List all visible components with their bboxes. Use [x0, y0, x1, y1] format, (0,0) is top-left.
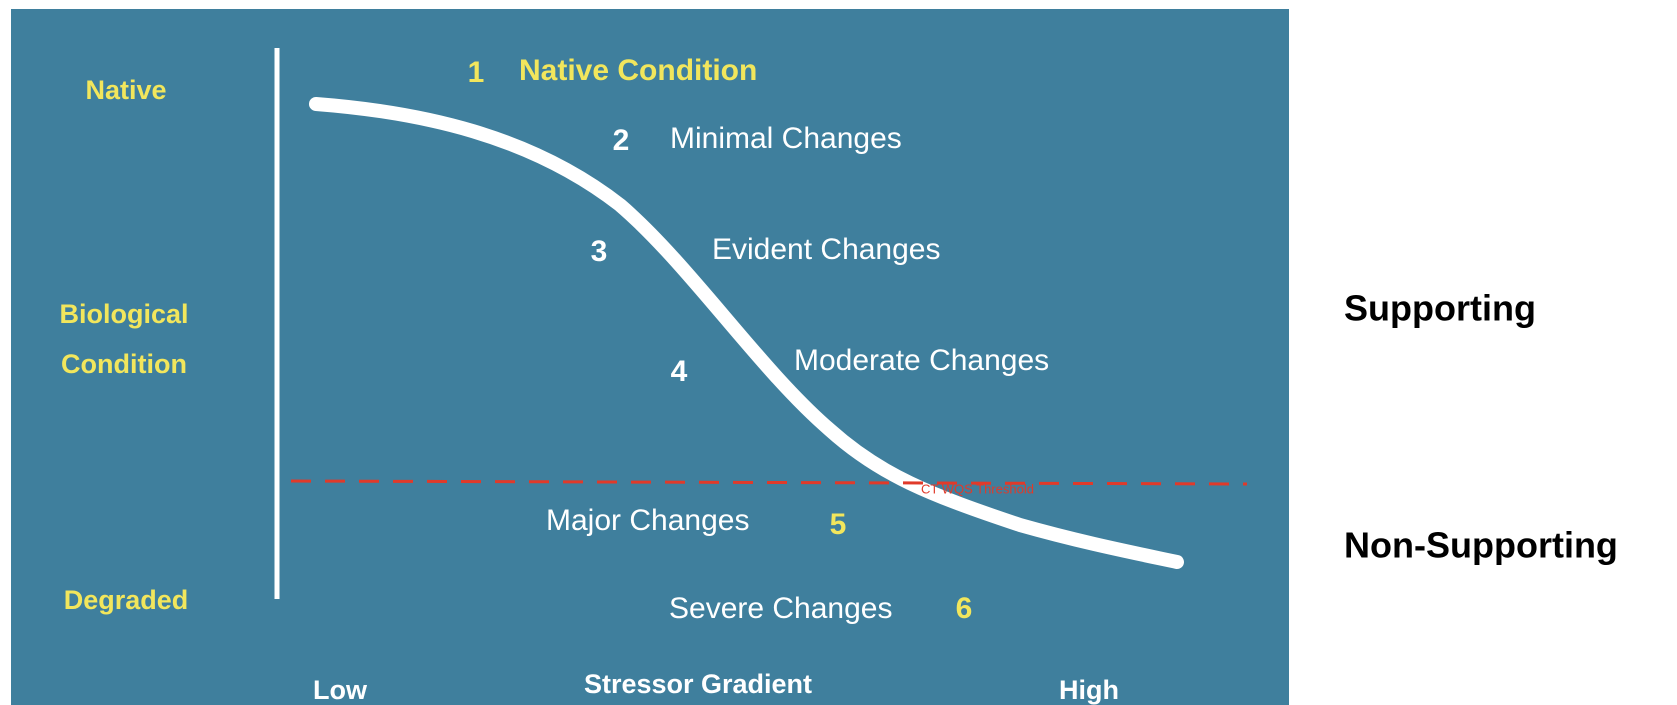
level-label: Native Condition: [519, 54, 757, 87]
x-axis-title: Stressor Gradient: [584, 669, 812, 699]
level-number: 6: [956, 592, 973, 625]
threshold-label: CT WQS Threshold: [921, 481, 1034, 496]
level-label: Moderate Changes: [794, 344, 1049, 377]
side-label: Non-Supporting: [1344, 525, 1618, 566]
level-label: Evident Changes: [712, 233, 941, 266]
side-label: Supporting: [1344, 288, 1536, 329]
condition-curve: [309, 97, 1184, 569]
panel: [11, 9, 1289, 705]
level-label: Major Changes: [546, 504, 749, 537]
y-label-top: Native: [85, 75, 166, 105]
level-number: 4: [671, 355, 688, 388]
level-number: 3: [591, 235, 608, 268]
level-label: Severe Changes: [669, 592, 892, 625]
level-number: 5: [830, 508, 847, 541]
level-label: Minimal Changes: [670, 122, 902, 155]
y-label-bottom: Degraded: [64, 585, 189, 615]
level-number: 1: [468, 56, 485, 89]
y-label-middle: Biological: [59, 299, 188, 329]
y-label-middle: Condition: [61, 349, 187, 379]
level-number: 2: [613, 124, 630, 157]
threshold-line: [290, 479, 1248, 486]
x-label-high: High: [1059, 675, 1119, 705]
x-label-low: Low: [313, 675, 368, 705]
